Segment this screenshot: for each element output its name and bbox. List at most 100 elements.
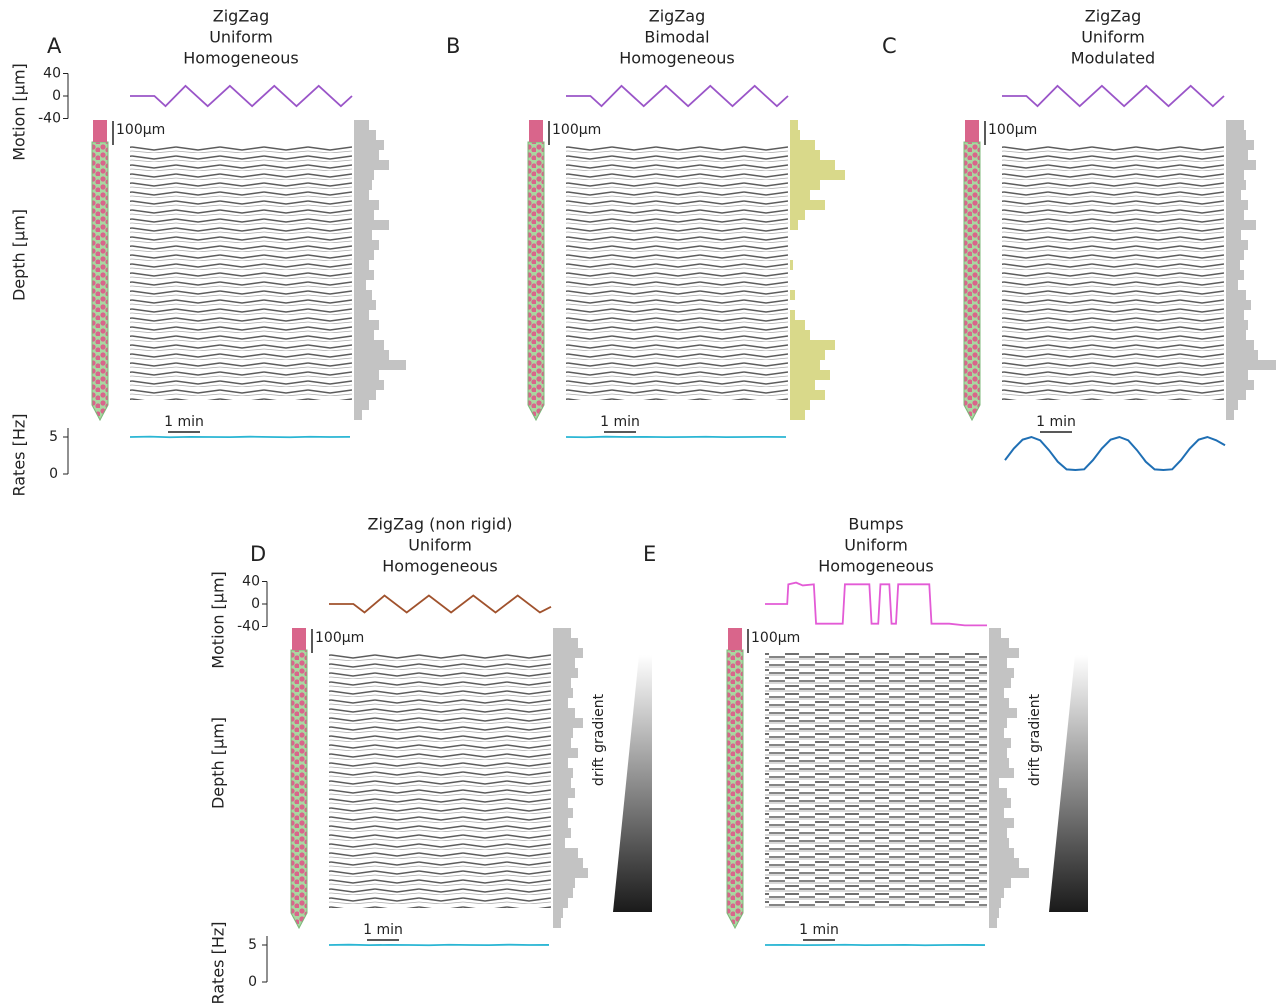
histogram-bar (354, 350, 389, 360)
time-scale-label: 1 min (363, 922, 403, 938)
histogram-bar (354, 130, 376, 140)
histogram-bar (354, 370, 379, 380)
histogram-bar (790, 360, 820, 370)
rates-tick-label: 0 (49, 466, 58, 482)
time-scale-label: 1 min (799, 922, 839, 938)
histogram-bar (1226, 280, 1238, 290)
rates-tick-label: 5 (49, 429, 58, 445)
histogram-bar (553, 748, 578, 758)
histogram-bar (354, 220, 389, 230)
histogram-bar (989, 718, 1007, 728)
histogram-bar (790, 330, 810, 340)
histogram-bar (1226, 360, 1276, 370)
histogram-bar (989, 858, 1019, 868)
histogram-bar (553, 778, 571, 788)
histogram-bar (1226, 180, 1246, 190)
y-tick-label: 0 (251, 596, 260, 612)
histogram-bar (1226, 410, 1234, 420)
histogram-bar (354, 360, 406, 370)
panel-letter: D (250, 542, 266, 566)
histogram-bar (989, 778, 999, 788)
histogram-bar (1226, 400, 1238, 410)
panel-title: Bimodal (644, 28, 709, 47)
panel-title: ZigZag (1085, 7, 1141, 26)
histogram-bar (790, 380, 815, 390)
histogram-bar (790, 180, 820, 190)
panel-title: Homogeneous (619, 49, 734, 68)
y-tick-label: 40 (43, 66, 61, 82)
histogram-bar (1226, 200, 1248, 210)
probe-top-units (965, 120, 979, 142)
motion-line (1002, 84, 1225, 108)
histogram-bar (989, 648, 1019, 658)
panel-title: Uniform (209, 28, 273, 47)
histogram-bar (553, 908, 563, 918)
histogram-bar (790, 220, 798, 230)
histogram-bar (790, 190, 810, 200)
rates-tick-label: 0 (248, 974, 257, 990)
depth-scale-label: 100µm (315, 630, 364, 646)
histogram-bar (354, 400, 369, 410)
histogram-bar (354, 330, 374, 340)
histogram-bar (989, 758, 1009, 768)
rates-label: Rates [Hz] (10, 413, 29, 496)
histogram-bar (553, 858, 583, 868)
y-tick-label: -40 (237, 619, 260, 635)
histogram-bar (989, 708, 1017, 718)
histogram-bar (553, 918, 561, 928)
depth-label: Depth [µm] (209, 717, 228, 809)
histogram-bar (790, 170, 845, 180)
histogram-bar (1226, 300, 1251, 310)
depth-label: Depth [µm] (10, 209, 29, 301)
histogram-bar (790, 260, 793, 270)
rates-tick-label: 5 (248, 937, 257, 953)
histogram-bar (989, 908, 999, 918)
panel-title: Uniform (844, 536, 908, 555)
raster (1002, 145, 1224, 400)
histogram-bar (989, 668, 1014, 678)
histogram-bar (1226, 140, 1254, 150)
histogram-bar (553, 798, 568, 808)
histogram-bar (790, 150, 820, 160)
raster (329, 653, 551, 908)
histogram-bar (989, 658, 1007, 668)
panel: C ZigZag Uniform Modulated 100µm 1 min (882, 7, 1276, 472)
histogram-bar (1226, 310, 1244, 320)
histogram-bar (989, 888, 1004, 898)
histogram-bar (354, 200, 379, 210)
histogram-bar (354, 160, 389, 170)
panel-title: Bumps (848, 515, 903, 534)
histogram-bar (1226, 380, 1254, 390)
histogram-bar (553, 738, 571, 748)
histogram-bar (790, 320, 805, 330)
panel-letter: C (882, 34, 897, 58)
histogram-bar (1226, 150, 1248, 160)
panel-letter: A (47, 34, 62, 58)
raster (566, 145, 788, 400)
histogram-bar (1226, 160, 1256, 170)
panel-title: Homogeneous (183, 49, 298, 68)
histogram-bar (354, 410, 362, 420)
depth-scale-label: 100µm (552, 122, 601, 138)
raster (765, 653, 987, 908)
histogram-bar (1226, 130, 1246, 140)
gradient-label: drift gradient (1027, 693, 1043, 786)
histogram-bar (790, 210, 805, 220)
histogram-bar (989, 798, 1011, 808)
histogram-bar (553, 838, 565, 848)
histogram-bar (553, 648, 583, 658)
histogram-bar (354, 170, 374, 180)
histogram-bar (1226, 260, 1240, 270)
histogram-bar (989, 728, 1004, 738)
probe-top-units (728, 628, 742, 650)
histogram-bar (354, 310, 369, 320)
histogram-bar (354, 320, 379, 330)
histogram-bar (553, 818, 568, 828)
time-scale-label: 1 min (600, 414, 640, 430)
histogram-bar (354, 150, 379, 160)
histogram-bar (553, 728, 573, 738)
histogram-bar (790, 340, 835, 350)
histogram-bar (1226, 330, 1246, 340)
y-tick-label: 0 (52, 88, 61, 104)
